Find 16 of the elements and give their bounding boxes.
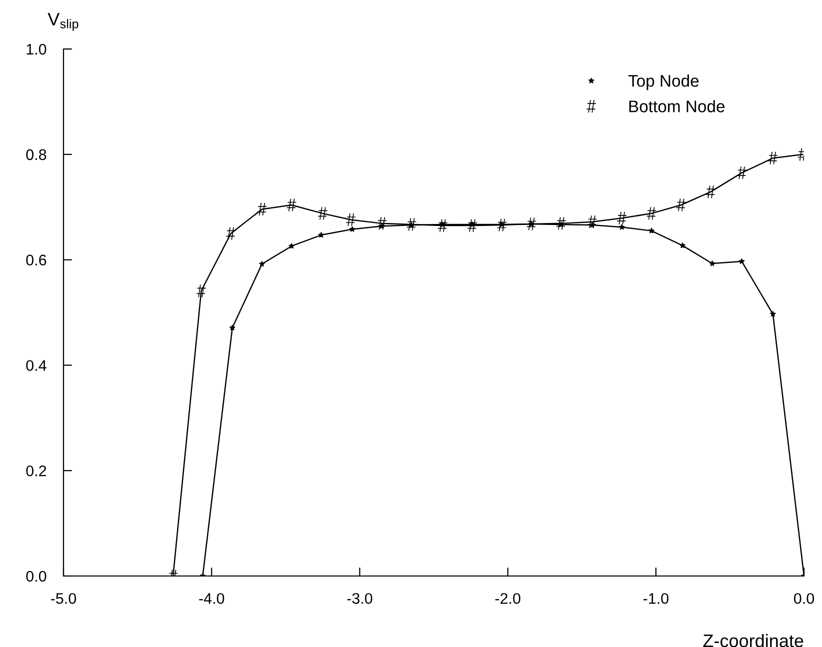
y-tick-label: 0.8 (26, 149, 46, 160)
x-tick-label: 0.0 (794, 593, 814, 604)
y-tick-label: 0.2 (26, 465, 46, 476)
y-tick-label: 0.4 (26, 360, 46, 371)
x-tick-label: -1.0 (643, 593, 668, 604)
legend-label: Bottom Node (629, 100, 724, 112)
x-tick-label: -2.0 (495, 593, 520, 604)
x-axis-title: Z-coordinate (703, 634, 804, 647)
legend-label: Top Node (628, 74, 699, 90)
y-tick-label: 0.6 (26, 254, 46, 266)
y-tick-label: 0.0 (26, 570, 46, 582)
y-tick-label: 1.0 (26, 44, 46, 55)
y-axis-title: V$_{slip}$ (48, 12, 78, 31)
x-tick-label: -3.0 (347, 593, 372, 604)
x-tick-label: -5.0 (51, 593, 76, 604)
x-tick-label: -4.0 (199, 593, 224, 604)
